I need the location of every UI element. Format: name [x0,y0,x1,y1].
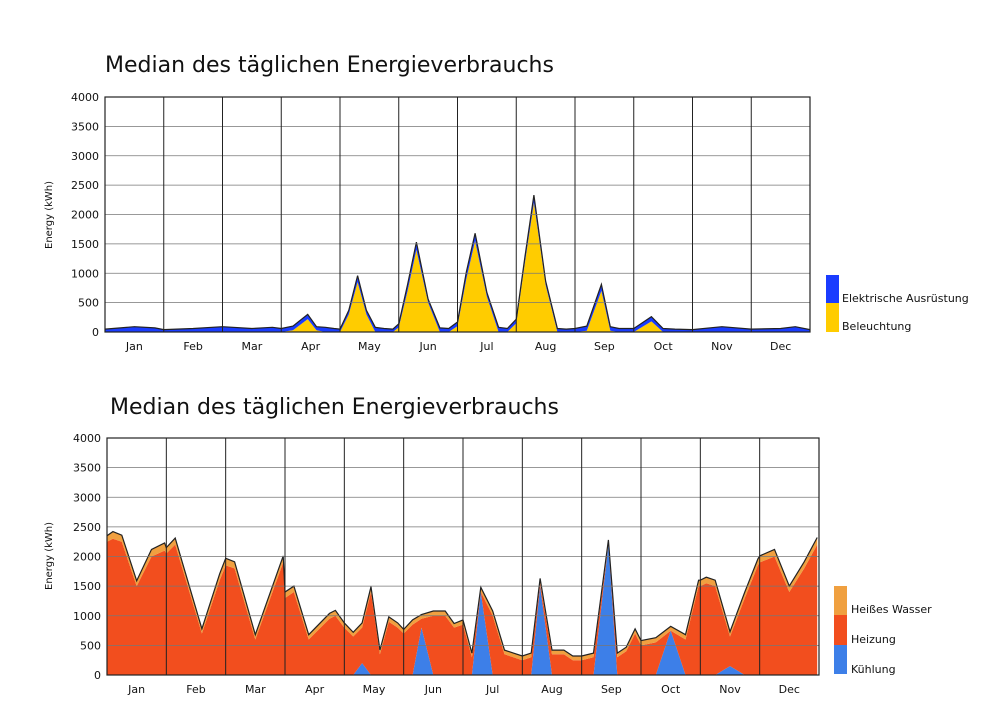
x-tick-label: Dec [779,683,800,696]
x-tick-label: Jun [419,340,437,353]
legend-label: Heizung [851,633,896,646]
y-tick-label: 1000 [71,267,99,280]
legend-label: Elektrische Ausrüstung [842,292,969,305]
y-tick-label: 4000 [73,432,101,445]
x-tick-label: Feb [186,683,205,696]
chart-1-y-axis-label: Energy (kWh) [44,181,55,249]
chart-1-title: Median des täglichen Energieverbrauchs [105,53,554,78]
y-tick-label: 2000 [71,209,99,222]
x-tick-label: Sep [594,340,615,353]
y-tick-label: 0 [92,326,99,339]
total-outline [104,195,811,331]
legend-label: Heißes Wasser [851,603,932,616]
y-tick-label: 3000 [71,150,99,163]
chart-2-x-ticks: Jan Feb Mar Apr May Jun Jul Aug Sep Oct Nov Dec [127,683,800,696]
x-tick-label: Oct [654,340,674,353]
y-tick-label: 500 [80,639,101,652]
series-area [107,538,818,675]
y-tick-label: 1000 [73,610,101,623]
legend-swatch [834,615,847,645]
x-tick-label: Sep [601,683,622,696]
x-tick-label: Jul [485,683,499,696]
x-tick-label: Dec [770,340,791,353]
chart-1-legend: Elektrische Ausrüstung Beleuchtung [826,275,969,333]
chart-1-grid [104,96,811,333]
x-tick-label: Oct [661,683,681,696]
y-tick-label: 4000 [71,91,99,104]
chart-1-y-ticks: 0 500 1000 1500 2000 2500 3000 3500 4000 [71,91,99,339]
chart-1-areas [104,195,811,332]
y-tick-label: 0 [94,669,101,682]
chart-2-y-ticks: 0 500 1000 1500 2000 2500 3000 3500 4000 [73,432,101,682]
legend-swatch [826,275,839,303]
y-tick-label: 3500 [71,120,99,133]
x-tick-label: Jan [127,683,145,696]
x-tick-label: Aug [541,683,562,696]
legend-swatch [834,645,847,674]
x-tick-label: Mar [241,340,262,353]
y-tick-label: 1500 [73,580,101,593]
y-tick-label: 3000 [73,491,101,504]
y-tick-label: 2500 [71,179,99,192]
chart-2-title: Median des täglichen Energieverbrauchs [110,395,559,420]
y-tick-label: 2000 [73,551,101,564]
x-tick-label: May [363,683,386,696]
x-tick-label: Nov [711,340,733,353]
chart-2-y-axis-label: Energy (kWh) [44,522,55,590]
x-tick-label: Jun [424,683,442,696]
chart-1: Median des täglichen Energieverbrauchs 0… [44,53,969,353]
legend-swatch [834,586,847,615]
chart-2-areas [106,530,818,675]
x-tick-label: Jul [479,340,493,353]
y-tick-label: 3500 [73,462,101,475]
x-tick-label: Aug [535,340,556,353]
x-tick-label: Apr [301,340,321,353]
x-tick-label: Jan [125,340,143,353]
y-tick-label: 1500 [71,238,99,251]
chart-1-x-ticks: Jan Feb Mar Apr May Jun Jul Aug Sep Oct Nov Dec [125,340,791,353]
plot-frame [104,96,811,333]
legend-swatch [826,303,839,332]
chart-2-grid [106,437,820,676]
y-tick-label: 500 [78,297,99,310]
x-tick-label: Mar [245,683,266,696]
legend-label: Kühlung [851,663,896,676]
x-tick-label: Nov [719,683,741,696]
y-tick-label: 2500 [73,521,101,534]
plot-frame [106,437,820,676]
legend-label: Beleuchtung [842,320,911,333]
x-tick-label: Feb [183,340,202,353]
chart-2: Median des täglichen Energieverbrauchs 0… [44,395,932,696]
x-tick-label: May [358,340,381,353]
chart-2-legend: Heißes Wasser Heizung Kühlung [834,586,932,676]
x-tick-label: Apr [305,683,325,696]
